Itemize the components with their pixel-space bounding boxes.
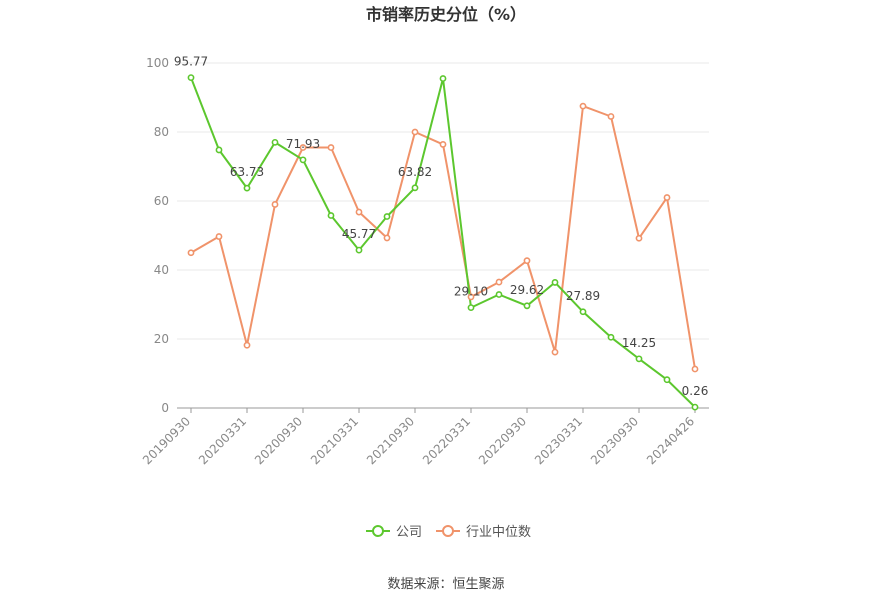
y-tick-label: 80 — [154, 125, 169, 139]
x-tick-label: 20200930 — [252, 414, 305, 467]
data-point — [635, 234, 643, 242]
y-tick-label: 100 — [146, 56, 169, 70]
legend-label-1: 行业中位数 — [466, 525, 531, 540]
data-label: 63.82 — [398, 165, 432, 179]
data-label: 29.10 — [454, 285, 488, 299]
x-tick-label: 20220331 — [420, 414, 473, 467]
y-tick-label: 60 — [154, 194, 169, 208]
data-point — [299, 144, 307, 151]
data-point — [663, 376, 671, 384]
data-point — [691, 365, 699, 373]
data-point — [327, 212, 335, 219]
legend-label-0: 公司 — [396, 525, 422, 540]
chart-title: 市销率历史分位（%） — [366, 5, 526, 24]
y-tick-label: 0 — [161, 401, 169, 415]
source-note: 数据来源：恒生聚源 — [387, 577, 504, 592]
x-axis: 20190930 20200331 20200930 20210331 20210930… — [140, 407, 709, 467]
data-point — [411, 184, 419, 192]
y-axis: 0 20 40 60 80 100 — [146, 56, 169, 415]
grid-lines — [177, 62, 709, 340]
data-point — [551, 348, 559, 356]
data-point — [523, 302, 531, 310]
x-tick-label: 20240426 — [644, 414, 697, 467]
legend-marker-0 — [372, 525, 384, 537]
data-point — [607, 333, 615, 341]
data-point — [299, 156, 307, 164]
data-point — [663, 194, 671, 201]
data-point — [691, 403, 699, 411]
x-tick-label: 20190930 — [140, 414, 193, 467]
x-tick-label: 20210331 — [308, 414, 361, 467]
data-label: 63.73 — [230, 165, 264, 179]
data-point — [243, 184, 251, 192]
data-point — [495, 291, 503, 298]
data-label: 29.62 — [510, 283, 544, 297]
data-point — [467, 293, 475, 301]
data-point — [607, 113, 615, 120]
data-point — [579, 308, 587, 316]
x-tick-label: 20210930 — [364, 414, 417, 467]
data-point — [551, 279, 559, 286]
y-tick-label: 20 — [154, 332, 169, 346]
y-tick-label: 40 — [154, 263, 169, 277]
data-point — [355, 208, 363, 216]
data-point — [579, 102, 587, 110]
data-label: 0.26 — [682, 384, 709, 398]
data-point — [215, 146, 223, 154]
x-tick-label: 20230930 — [588, 414, 641, 467]
data-point — [523, 257, 531, 265]
series-lines — [190, 77, 696, 408]
x-tick-label: 20220930 — [476, 414, 529, 467]
data-labels: 95.77 63.73 71.93 45.77 63.82 29.10 29.62 27.89… — [174, 55, 709, 399]
series-points — [187, 74, 699, 411]
data-label: 14.25 — [622, 336, 656, 350]
data-label: 71.93 — [286, 137, 320, 151]
x-tick-label: 20230331 — [532, 414, 585, 467]
data-point — [383, 234, 391, 242]
data-point — [215, 233, 223, 240]
legend: 公司 行业中位数 — [366, 525, 531, 540]
data-point — [439, 75, 447, 82]
data-point — [355, 246, 363, 254]
data-label: 45.77 — [342, 227, 376, 241]
data-point — [635, 355, 643, 363]
data-point — [187, 249, 195, 257]
data-point — [327, 144, 335, 151]
data-point — [243, 341, 251, 349]
legend-marker-1 — [442, 525, 454, 537]
data-point — [411, 128, 419, 136]
data-point — [187, 74, 195, 81]
data-point — [495, 278, 503, 286]
data-point — [383, 213, 391, 220]
x-tick-label: 20200331 — [196, 414, 249, 467]
data-point — [271, 138, 279, 146]
data-point — [439, 141, 447, 148]
data-point — [467, 304, 475, 312]
data-label: 95.77 — [174, 55, 208, 69]
data-label: 27.89 — [566, 289, 600, 303]
data-point — [271, 201, 279, 208]
